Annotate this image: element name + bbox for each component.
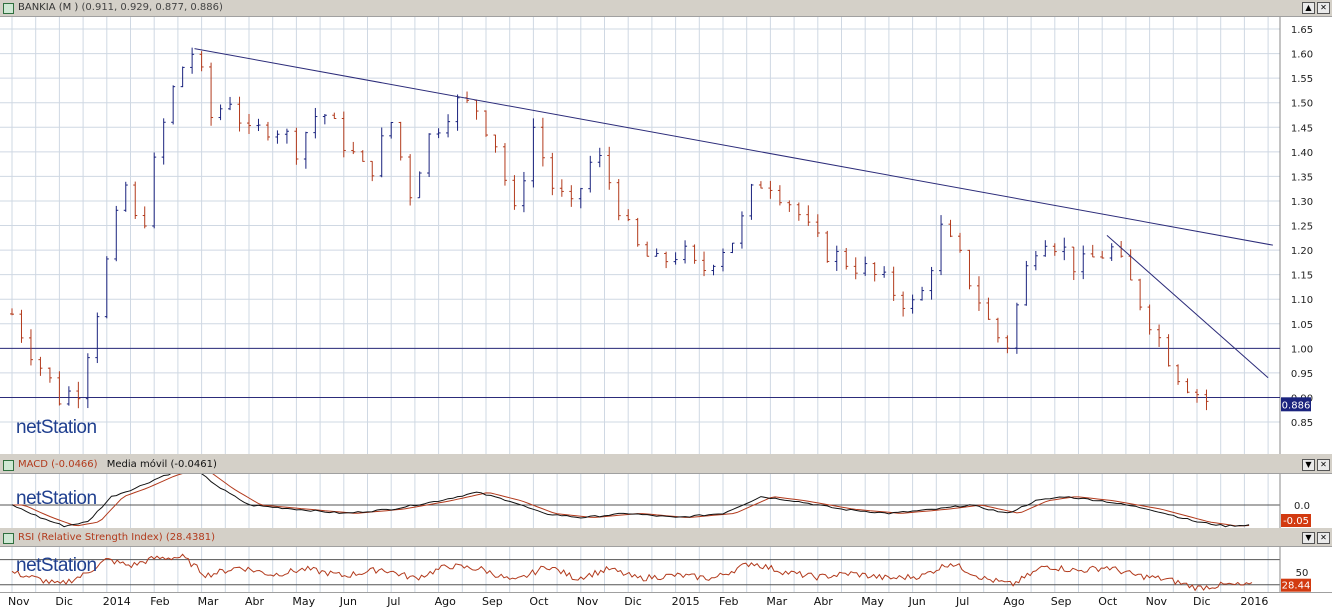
x-tick-label: May: [861, 595, 884, 608]
x-tick-label: Jul: [387, 595, 401, 608]
y-tick-label: 1.60: [1291, 50, 1313, 61]
close-panel-button[interactable]: ✕: [1317, 2, 1330, 14]
x-tick-label: Feb: [150, 595, 170, 608]
x-tick-label: Abr: [245, 595, 265, 608]
scroll-up-button[interactable]: ▲: [1302, 2, 1315, 14]
x-tick-label: Dic: [55, 595, 73, 608]
y-tick-label: 1.65: [1291, 25, 1313, 36]
y-tick-label: 1.55: [1291, 74, 1313, 85]
y-tick-label: 1.15: [1291, 271, 1313, 282]
series-icon: [3, 3, 14, 14]
x-tick-label: Abr: [813, 595, 833, 608]
price-panel-titlebar: BANKIA (M ) (0.911, 0.929, 0.877, 0.886)…: [0, 0, 1332, 17]
netstation-logo-text: netStation: [16, 417, 97, 438]
macd-last-tag: [1281, 514, 1311, 527]
x-tick-label: Nov: [8, 595, 30, 608]
minimize-panel-button[interactable]: ▼: [1302, 459, 1315, 471]
y-tick-label: 1.00: [1291, 344, 1313, 355]
x-tick-label: Ago: [1003, 595, 1025, 608]
macd-chart: 0.0 -0.05: [0, 467, 1311, 528]
macd-title: MACD (-0.0466): [18, 459, 98, 470]
x-tick-label: Jun: [908, 595, 926, 608]
x-tick-label: Mar: [766, 595, 788, 608]
rsi-last-label: 28.44: [1282, 581, 1311, 592]
macd-ma-line: [12, 467, 1250, 527]
x-tick-label: 2014: [102, 595, 131, 608]
close-panel-button[interactable]: ✕: [1317, 459, 1330, 471]
y-tick-label: 1.50: [1291, 99, 1313, 110]
netstation-logo: netStation: [16, 488, 97, 510]
x-tick-label: Dic: [624, 595, 642, 608]
rsi-panel: 50 28.44 netStation: [0, 547, 1332, 592]
y-tick-label: 0.0: [1294, 501, 1310, 512]
netstation-logo: netStation: [16, 417, 97, 439]
trendline: [194, 48, 1273, 246]
rsi-chart: 50 28.44: [0, 547, 1311, 592]
y-tick-label: 50: [1296, 568, 1309, 579]
y-tick-label: 0.85: [1291, 418, 1313, 429]
x-tick-label: Sep: [482, 595, 503, 608]
x-tick-label: Jul: [956, 595, 970, 608]
price-chart: 0.850.900.951.001.051.101.151.201.251.30…: [0, 17, 1313, 454]
rsi-panel-titlebar: RSI (Relative Strength Index) (28.4381) …: [0, 530, 1332, 547]
x-tick-label: Ago: [434, 595, 456, 608]
symbol-title: BANKIA (M ): [18, 2, 79, 13]
x-tick-label: Feb: [719, 595, 739, 608]
series-icon: [3, 460, 14, 471]
macd-panel-titlebar: MACD (-0.0466) Media móvil (-0.0461) ▼ ✕: [0, 457, 1332, 474]
x-tick-label: Oct: [529, 595, 549, 608]
netstation-logo-text: netStation: [16, 488, 97, 509]
close-panel-button[interactable]: ✕: [1317, 532, 1330, 544]
macd-last-label: -0.05: [1283, 516, 1309, 527]
trendline: [1106, 234, 1269, 379]
macd-panel: 0.0 -0.05 netStation: [0, 467, 1332, 528]
y-tick-label: 1.25: [1291, 222, 1313, 233]
x-tick-label: Sep: [1050, 595, 1072, 608]
y-tick-label: 1.20: [1291, 246, 1313, 257]
last-price-label: 0.886: [1282, 400, 1311, 411]
y-tick-label: 1.10: [1291, 295, 1313, 306]
ohlc-values: (0.911, 0.929, 0.877, 0.886): [81, 2, 223, 13]
price-panel-title: BANKIA (M ) (0.911, 0.929, 0.877, 0.886): [18, 0, 223, 16]
x-tick-label: May: [292, 595, 316, 608]
x-axis: Nov Dic 2014 Feb Mar Abr May Jun Jul Ago Sep Oct Nov…: [0, 592, 1332, 611]
x-tick-label: Dic: [1193, 595, 1211, 608]
y-tick-label: 1.30: [1291, 197, 1313, 208]
netstation-logo: netStation: [16, 555, 97, 577]
x-tick-label: Oct: [1098, 595, 1118, 608]
y-tick-label: 1.35: [1291, 172, 1313, 183]
price-panel: 0.850.900.951.001.051.101.151.201.251.30…: [0, 17, 1332, 454]
last-price-tag: [1281, 397, 1311, 412]
rsi-line: [11, 553, 1253, 592]
x-tick-label: Nov: [576, 595, 599, 608]
y-tick-label: 1.40: [1291, 148, 1313, 159]
x-tick-label: Nov: [1145, 595, 1168, 608]
series-icon: [3, 533, 14, 544]
y-tick-label: 1.05: [1291, 320, 1313, 331]
macd-line: [11, 467, 1250, 528]
netstation-logo-text: netStation: [16, 555, 97, 576]
x-tick-label: 2015: [671, 595, 700, 608]
rsi-last-tag: [1281, 578, 1311, 592]
y-tick-label: 0.95: [1291, 369, 1313, 380]
y-tick-label: 1.45: [1291, 123, 1313, 134]
macd-ma-title: Media móvil (-0.0461): [106, 459, 217, 470]
x-tick-label: Mar: [197, 595, 219, 608]
x-tick-label: 2016: [1240, 595, 1269, 608]
minimize-panel-button[interactable]: ▼: [1302, 532, 1315, 544]
rsi-title: RSI (Relative Strength Index) (28.4381): [18, 532, 216, 543]
x-tick-label: Jun: [339, 595, 357, 608]
macd-panel-title: MACD (-0.0466) Media móvil (-0.0461): [18, 457, 217, 473]
